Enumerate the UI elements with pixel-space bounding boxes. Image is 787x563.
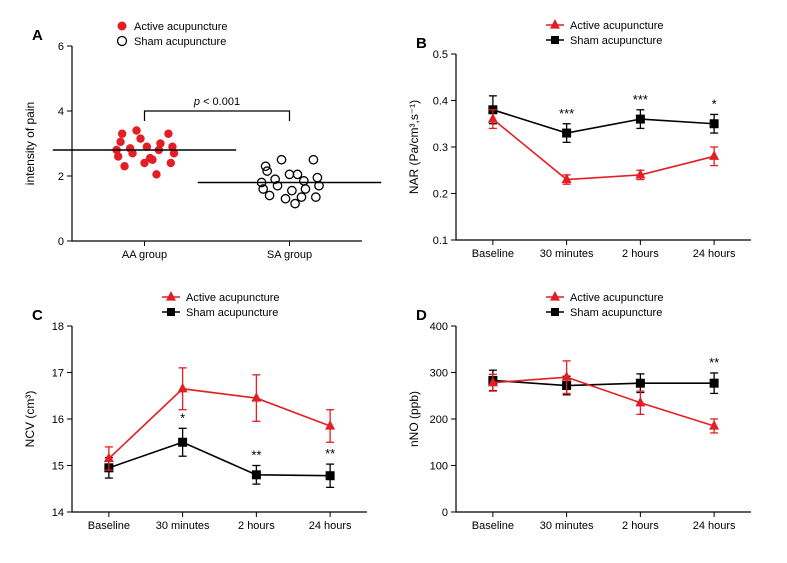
svg-text:***: *** bbox=[632, 92, 647, 107]
svg-text:30 minutes: 30 minutes bbox=[156, 520, 210, 532]
svg-text:Active acupuncture: Active acupuncture bbox=[570, 20, 664, 32]
svg-text:200: 200 bbox=[429, 414, 447, 426]
svg-text:24 hours: 24 hours bbox=[309, 520, 352, 532]
svg-text:SA group: SA group bbox=[267, 249, 312, 261]
svg-text:18: 18 bbox=[52, 321, 64, 333]
svg-text:Sham acupuncture: Sham acupuncture bbox=[570, 35, 662, 47]
svg-text:**: ** bbox=[251, 447, 261, 462]
svg-text:Sham acupuncture: Sham acupuncture bbox=[570, 307, 662, 319]
svg-text:2: 2 bbox=[58, 171, 64, 183]
svg-text:100: 100 bbox=[429, 460, 447, 472]
svg-text:0: 0 bbox=[58, 236, 64, 248]
svg-text:Active acupuncture: Active acupuncture bbox=[186, 292, 280, 304]
svg-text:Baseline: Baseline bbox=[471, 520, 513, 532]
svg-text:Baseline: Baseline bbox=[88, 520, 130, 532]
panel-label: A bbox=[32, 27, 43, 44]
svg-text:Baseline: Baseline bbox=[471, 248, 513, 260]
svg-text:Sham acupuncture: Sham acupuncture bbox=[134, 36, 226, 48]
svg-text:30 minutes: 30 minutes bbox=[539, 520, 593, 532]
panel-label: D bbox=[416, 307, 427, 324]
svg-text:24 hours: 24 hours bbox=[692, 248, 735, 260]
svg-text:15: 15 bbox=[52, 460, 64, 472]
svg-text:**: ** bbox=[709, 354, 719, 369]
svg-text:*: * bbox=[711, 96, 716, 111]
svg-text:***: *** bbox=[559, 106, 574, 121]
panel-b: 0.1 0.2 0.3 0.4 0.5 Baseline 30 minutes 2 hours… bbox=[394, 10, 778, 282]
svg-text:0.4: 0.4 bbox=[432, 96, 447, 108]
y-axis-label: intensity of pain bbox=[23, 102, 37, 185]
y-axis-label: nNO (ppb) bbox=[407, 390, 421, 446]
panel-d: 0 100 200 300 400 Baseline 30 minutes 2 hours 24… bbox=[394, 282, 778, 554]
svg-text:**: ** bbox=[325, 446, 335, 461]
y-axis-label: NAR (Pa/cm³,s⁻¹) bbox=[407, 100, 421, 194]
svg-text:6: 6 bbox=[58, 41, 64, 53]
svg-text:16: 16 bbox=[52, 414, 64, 426]
figure-grid: 0 2 4 6 AA group SA group intensity of pain A Ac… bbox=[10, 10, 777, 553]
svg-text:Sham acupuncture: Sham acupuncture bbox=[186, 307, 278, 319]
svg-text:2 hours: 2 hours bbox=[622, 520, 659, 532]
svg-text:400: 400 bbox=[429, 321, 447, 333]
svg-text:2 hours: 2 hours bbox=[238, 520, 275, 532]
svg-text:0.3: 0.3 bbox=[432, 142, 447, 154]
svg-text:4: 4 bbox=[58, 106, 64, 118]
panel-c: 14 15 16 17 18 Baseline 30 minutes 2 hours 24 ho… bbox=[10, 282, 394, 554]
svg-text:AA group: AA group bbox=[122, 249, 167, 261]
svg-text:30 minutes: 30 minutes bbox=[539, 248, 593, 260]
panel-a: 0 2 4 6 AA group SA group intensity of pain A Ac… bbox=[10, 10, 394, 282]
y-axis-label: NCV (cm³) bbox=[23, 390, 37, 447]
svg-text:17: 17 bbox=[52, 367, 64, 379]
panel-label: B bbox=[416, 35, 427, 52]
svg-text:24 hours: 24 hours bbox=[692, 520, 735, 532]
svg-text:0.5: 0.5 bbox=[432, 49, 447, 61]
svg-text:14: 14 bbox=[52, 507, 64, 519]
panel-label: C bbox=[32, 307, 43, 324]
svg-text:0.2: 0.2 bbox=[432, 189, 447, 201]
svg-text:p < 0.001: p < 0.001 bbox=[193, 96, 240, 108]
svg-text:Active acupuncture: Active acupuncture bbox=[570, 292, 664, 304]
svg-text:2 hours: 2 hours bbox=[622, 248, 659, 260]
svg-text:300: 300 bbox=[429, 367, 447, 379]
svg-text:Active acupuncture: Active acupuncture bbox=[134, 21, 228, 33]
svg-text:0: 0 bbox=[441, 507, 447, 519]
svg-text:0.1: 0.1 bbox=[432, 235, 447, 247]
svg-text:*: * bbox=[180, 410, 185, 425]
